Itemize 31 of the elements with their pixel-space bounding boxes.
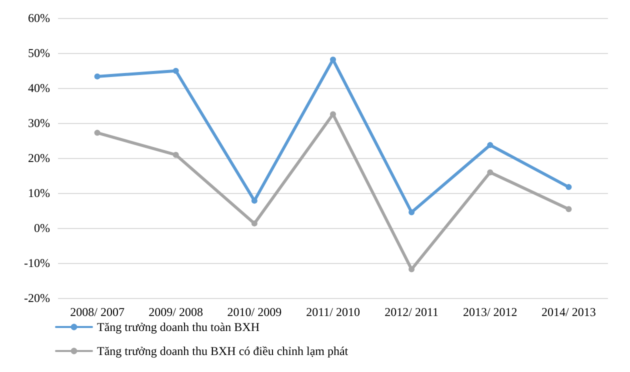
y-tick-label: -10% bbox=[24, 256, 50, 270]
y-tick-label: 30% bbox=[28, 116, 50, 130]
y-tick-label: 0% bbox=[34, 221, 50, 235]
point bbox=[172, 68, 179, 74]
point bbox=[251, 198, 258, 204]
point bbox=[172, 152, 179, 158]
x-tick-label: 2009/ 2008 bbox=[148, 305, 204, 319]
point bbox=[251, 220, 258, 226]
point bbox=[408, 266, 415, 272]
legend-label: Tăng trưởng doanh thu toàn BXH bbox=[97, 320, 260, 334]
point bbox=[94, 130, 100, 136]
y-tick-label: 10% bbox=[28, 186, 50, 200]
y-tick-label: 20% bbox=[28, 151, 50, 165]
y-tick-label: -20% bbox=[24, 291, 50, 305]
x-tick-label: 2014/ 2013 bbox=[542, 305, 596, 319]
y-tick-label: 60% bbox=[28, 11, 50, 25]
point bbox=[566, 206, 572, 212]
x-tick-label: 2012/ 2011 bbox=[384, 305, 439, 319]
point bbox=[94, 73, 100, 80]
point bbox=[487, 169, 494, 176]
point bbox=[566, 184, 572, 190]
y-tick-label: 40% bbox=[28, 81, 50, 95]
point bbox=[330, 111, 336, 118]
x-tick-label: 2013/ 2012 bbox=[462, 305, 518, 319]
x-tick-label: 2008/ 2007 bbox=[70, 305, 124, 319]
x-tick-label: 2010/ 2009 bbox=[227, 305, 282, 319]
point bbox=[487, 142, 494, 148]
legend-label: Tăng trưởng doanh thu BXH có điều chỉnh lạm phát bbox=[97, 344, 349, 358]
x-tick-label: 2011/ 2010 bbox=[306, 305, 360, 319]
y-tick-label: 50% bbox=[28, 46, 50, 60]
point bbox=[408, 209, 415, 216]
